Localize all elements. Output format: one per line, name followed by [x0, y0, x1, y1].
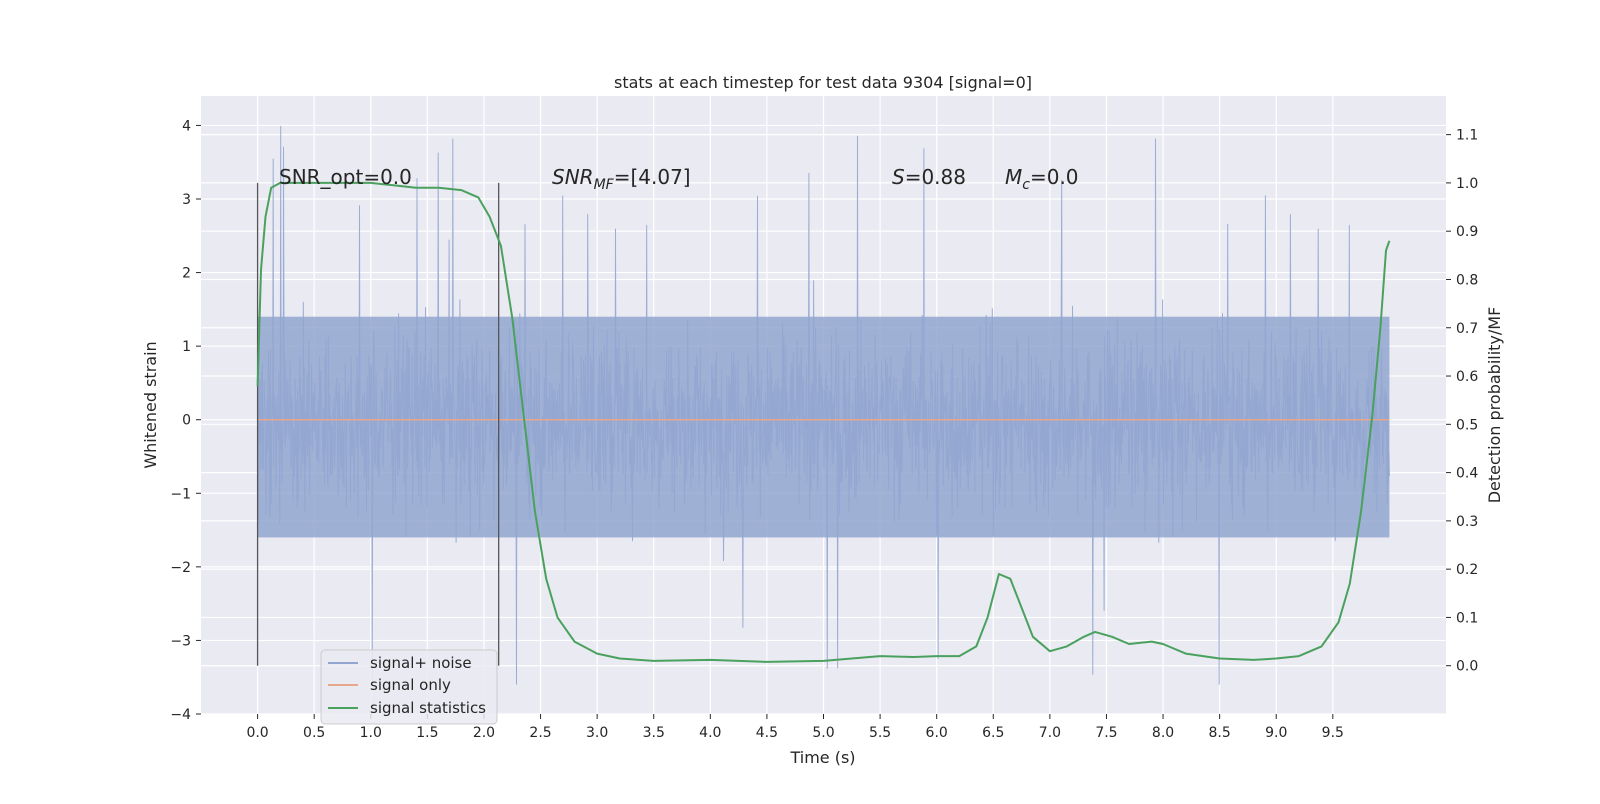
y-right-tick-label: 0.9: [1456, 224, 1478, 240]
x-tick-label: 4.5: [756, 725, 778, 741]
mc-value: =0.0: [1030, 165, 1079, 189]
y-tick-label: 0: [182, 413, 191, 429]
x-tick-label: 8.0: [1152, 725, 1174, 741]
x-tick-label: 3.0: [586, 725, 608, 741]
snr-mf-sub: MF: [594, 177, 615, 193]
y-right-tick-label: 0.8: [1456, 272, 1478, 288]
y-right-tick-label: 0.7: [1456, 321, 1478, 337]
x-tick-label: 9.5: [1322, 725, 1344, 741]
mc-sub: c: [1022, 177, 1030, 193]
y-right-tick-label: 0.1: [1456, 610, 1478, 626]
s-base: S: [892, 165, 905, 189]
y-right-tick-label: 0.5: [1456, 417, 1478, 433]
x-tick-label: 6.5: [982, 725, 1004, 741]
x-tick-label: 1.5: [416, 725, 438, 741]
signal-noise-core: [257, 316, 1390, 538]
x-tick-label: 1.0: [360, 725, 382, 741]
legend: signal+ noise signal only signal statist…: [320, 649, 498, 725]
x-tick-label: 2.5: [529, 725, 551, 741]
series-signal-noise: [257, 125, 1390, 685]
y-axis-label-right: Detection probability/MF: [1485, 307, 1504, 504]
x-tick-label: 5.5: [869, 725, 891, 741]
x-tick-label: 4.0: [699, 725, 721, 741]
y-tick-label: −2: [170, 560, 191, 576]
vertical-markers: [256, 182, 500, 666]
annotation-mc: Mc=0.0: [1005, 165, 1079, 193]
y-right-tick-label: 0.0: [1456, 659, 1478, 675]
legend-label-signal-noise: signal+ noise: [370, 654, 472, 672]
legend-box: [320, 649, 498, 725]
mc-base: M: [1005, 165, 1022, 189]
annotation-snr-mf: SNRMF=[4.07]: [552, 165, 691, 193]
x-tick-label: 9.0: [1265, 725, 1287, 741]
signal-statistics-line: [256, 181, 1391, 663]
x-tick-label: 7.0: [1039, 725, 1061, 741]
y-right-tick-label: 0.6: [1456, 369, 1478, 385]
annotation-s: S=0.88: [892, 165, 966, 189]
x-tick-label: 0.5: [303, 725, 325, 741]
y-right-tick-label: 1.0: [1456, 176, 1478, 192]
chart-title: stats at each timestep for test data 930…: [614, 73, 1032, 92]
x-tick-label: 5.0: [812, 725, 834, 741]
snr-mf-value: =[4.07]: [614, 165, 691, 189]
axis-ticks: 0.0 0.5 1.0 1.5 2.0 2.5 3.0 3.5 4.0 4.5 5.0 5.5 6.0 6…: [170, 118, 1478, 741]
x-tick-label: 2.0: [473, 725, 495, 741]
y-tick-label: 4: [182, 118, 191, 134]
y-tick-label: −1: [170, 486, 191, 502]
snr-mf-base: SNR: [552, 165, 594, 189]
y-right-tick-label: 0.2: [1456, 562, 1478, 578]
y-tick-label: −3: [170, 633, 191, 649]
y-tick-label: 3: [182, 192, 191, 208]
x-tick-label: 7.5: [1095, 725, 1117, 741]
s-value: =0.88: [905, 165, 966, 189]
y-tick-label: 1: [182, 339, 191, 355]
y-tick-label: −4: [170, 707, 191, 723]
y-right-tick-label: 0.3: [1456, 514, 1478, 530]
x-tick-label: 6.0: [926, 725, 948, 741]
y-right-tick-label: 0.4: [1456, 466, 1478, 482]
y-tick-label: 2: [182, 266, 191, 282]
x-tick-label: 8.5: [1209, 725, 1231, 741]
y-right-tick-label: 1.1: [1456, 128, 1478, 144]
legend-label-signal-only: signal only: [370, 676, 451, 694]
x-tick-label: 3.5: [643, 725, 665, 741]
annotation-snr-opt: SNR_opt=0.0: [279, 165, 412, 189]
series-signal-statistics: [256, 181, 1391, 663]
x-axis-label: Time (s): [789, 748, 855, 767]
legend-label-signal-statistics: signal statistics: [370, 699, 486, 717]
x-tick-label: 0.0: [246, 725, 268, 741]
y-axis-label: Whitened strain: [141, 341, 160, 468]
